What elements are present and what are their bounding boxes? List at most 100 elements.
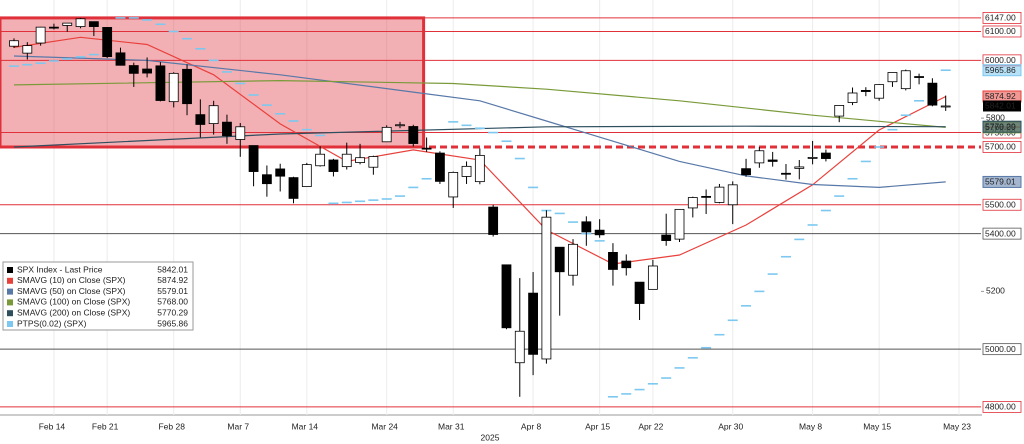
legend-swatch	[7, 321, 13, 327]
candle-body	[647, 265, 658, 290]
series-tag	[982, 120, 1022, 133]
legend-value: 5965.86	[157, 318, 188, 328]
legend-label: SMAVG (100) on Close (SPX)	[17, 297, 130, 307]
candle-body	[834, 105, 845, 117]
candle-body	[275, 168, 286, 177]
candle-body	[102, 27, 113, 58]
candle-body	[514, 330, 525, 364]
series-tag-label: 5965.86	[985, 65, 1016, 75]
tick-tag	[982, 227, 1022, 240]
candle-body	[155, 65, 166, 101]
candle-body	[208, 105, 219, 125]
candle-body	[315, 153, 326, 167]
tick-tag	[982, 25, 1022, 38]
candle-body	[727, 184, 738, 206]
tick-tag	[982, 141, 1022, 153]
legend-swatch	[7, 310, 13, 317]
x-tick-label: Mar 14	[292, 421, 319, 431]
candle-body	[927, 82, 938, 106]
tick-tag	[982, 401, 1022, 413]
x-tick-label: May 23	[943, 421, 971, 431]
y-tick-label: 5200	[986, 286, 1005, 296]
candle-body	[860, 89, 871, 92]
y-tick-label: 5800	[986, 112, 1005, 122]
legend-swatch	[7, 299, 13, 306]
axis-tags: 4800.00 5000.00 5200 5400.00 5500.00 5700.00 5…	[982, 12, 1022, 413]
candle-body	[35, 26, 46, 44]
candle-body	[235, 126, 246, 140]
y-tick-label: 5700.00	[985, 142, 1016, 152]
candle-body	[701, 195, 712, 198]
x-tick-label: Apr 30	[718, 421, 743, 431]
candle-body	[634, 281, 645, 304]
candle-body	[75, 18, 86, 27]
legend-value: 5842.01	[157, 264, 188, 274]
candle-body	[222, 121, 232, 137]
candle-body	[128, 65, 139, 74]
candle-body	[847, 92, 858, 103]
candle-body	[621, 260, 632, 269]
x-tick-label: Feb 14	[39, 421, 66, 431]
y-tick-label: 5000.00	[985, 344, 1016, 354]
x-tick-label: Mar 7	[227, 421, 249, 431]
candle-body	[115, 52, 126, 66]
series-tag	[982, 175, 1022, 188]
x-tick-label: Feb 21	[92, 421, 119, 431]
candle-body	[368, 156, 379, 168]
candle-body	[341, 153, 352, 168]
y-tick-label: 5500.00	[985, 200, 1016, 210]
candle-body	[608, 252, 618, 270]
legend: SPX Index - Last Price 5842.01 SMAVG (10) …	[2, 261, 194, 331]
candle-body	[767, 159, 778, 162]
x-tick-label: Mar 24	[371, 421, 398, 431]
candle-body	[794, 166, 805, 169]
x-tick-label: May 15	[863, 421, 891, 431]
candle-body	[49, 26, 59, 29]
candle-body	[781, 172, 791, 175]
y-tick-label: 6147.00	[985, 13, 1016, 23]
tick-tag	[982, 343, 1022, 356]
candle-body	[435, 152, 445, 182]
candle-body	[328, 159, 339, 172]
x-tick-label: Apr 22	[638, 421, 663, 431]
x-tick-label: Feb 28	[158, 421, 185, 431]
candle-body	[661, 234, 672, 241]
candle-body	[528, 292, 538, 355]
candle-body	[741, 168, 751, 176]
legend-value: 5579.01	[157, 286, 188, 296]
price-tag-label: 5842.01	[985, 101, 1016, 111]
candle-body	[195, 114, 206, 125]
legend-label: SPX Index - Last Price	[17, 264, 103, 274]
x-tick-label: Mar 31	[438, 421, 465, 431]
candle-body	[142, 68, 153, 74]
candle-body	[395, 124, 405, 127]
candle-body	[581, 221, 592, 233]
candle-body	[714, 186, 725, 203]
candle-body	[900, 70, 911, 90]
legend-box	[2, 261, 194, 331]
x-tick-label: Apr 8	[521, 421, 542, 431]
candle-body	[754, 150, 765, 164]
candle-body	[501, 264, 512, 329]
candle-body	[62, 22, 73, 26]
legend-swatch	[7, 267, 13, 273]
tick-tag	[982, 198, 1022, 211]
candle-body	[355, 157, 365, 163]
ma-line	[13, 55, 946, 189]
x-tick-label: May 8	[799, 421, 822, 431]
candle-body	[940, 105, 951, 108]
legend-label: SMAVG (10) on Close (SPX)	[17, 275, 126, 285]
legend-swatch	[7, 288, 13, 295]
candle-body	[594, 229, 605, 236]
candle-body	[22, 45, 33, 54]
candle-body	[821, 152, 831, 159]
candle-body	[182, 68, 192, 105]
legend-label: PTPS(0.02) (SPX)	[17, 318, 87, 328]
candle-body	[248, 145, 259, 172]
series-tag	[982, 64, 1022, 77]
candle-body	[301, 164, 312, 187]
legend-value: 5770.29	[157, 307, 188, 317]
x-tick-label: Apr 15	[585, 421, 610, 431]
ma-line	[13, 79, 946, 128]
x-axis-label: 2025	[481, 432, 500, 442]
